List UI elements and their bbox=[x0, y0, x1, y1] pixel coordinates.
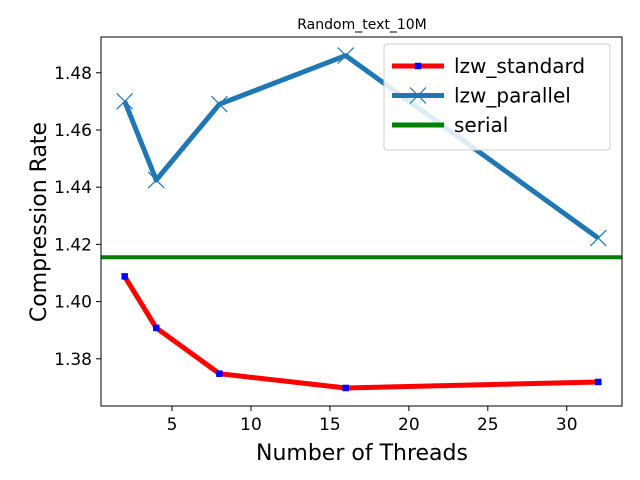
data-point-lzw-parallel bbox=[337, 47, 355, 65]
chart-title: Random_text_10M bbox=[297, 17, 427, 33]
legend-label-serial: serial bbox=[454, 113, 508, 137]
y-tick-label: 1.48 bbox=[54, 64, 92, 84]
y-tick-label: 1.44 bbox=[54, 178, 92, 198]
data-point-lzw-standard bbox=[216, 370, 223, 377]
y-tick-label: 1.42 bbox=[54, 235, 92, 255]
data-point-lzw-standard bbox=[342, 384, 349, 392]
data-point-lzw-standard bbox=[595, 378, 602, 386]
x-tick-label: 15 bbox=[319, 415, 341, 435]
legend-marker-lzw-parallel bbox=[409, 87, 427, 104]
x-tick-label: 20 bbox=[398, 415, 420, 435]
x-tick-label: 10 bbox=[240, 415, 262, 435]
data-point-lzw-standard bbox=[153, 324, 160, 332]
x-axis-label: Number of Threads bbox=[256, 441, 468, 466]
x-tick-label: 25 bbox=[477, 415, 499, 435]
y-tick-label: 1.38 bbox=[54, 350, 92, 370]
legend-marker-lzw-standard bbox=[414, 62, 422, 70]
y-tick-label: 1.46 bbox=[54, 121, 92, 141]
data-point-lzw-standard bbox=[121, 273, 128, 280]
legend-label-lzw-standard: lzw_standard bbox=[454, 54, 585, 78]
legend-label-lzw-parallel: lzw_parallel bbox=[454, 84, 571, 108]
x-tick-label: 30 bbox=[556, 415, 578, 435]
y-tick-label: 1.40 bbox=[54, 293, 92, 313]
x-tick-label: 5 bbox=[167, 415, 178, 435]
data-point-lzw-parallel bbox=[147, 171, 165, 189]
y-axis-label: Compression Rate bbox=[27, 122, 52, 322]
series-line-lzw-standard bbox=[122, 275, 599, 391]
data-point-lzw-parallel bbox=[210, 95, 228, 113]
data-point-lzw-parallel bbox=[589, 229, 607, 247]
data-point-lzw-parallel bbox=[116, 92, 134, 110]
plot-frame bbox=[100, 36, 623, 407]
